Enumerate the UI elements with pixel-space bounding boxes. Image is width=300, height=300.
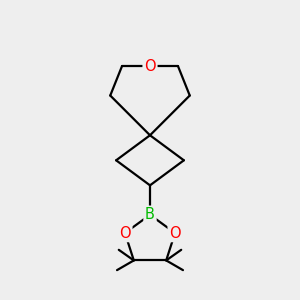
Text: O: O [169, 226, 181, 241]
Text: B: B [145, 207, 155, 222]
Text: O: O [144, 58, 156, 74]
Text: O: O [119, 226, 131, 241]
